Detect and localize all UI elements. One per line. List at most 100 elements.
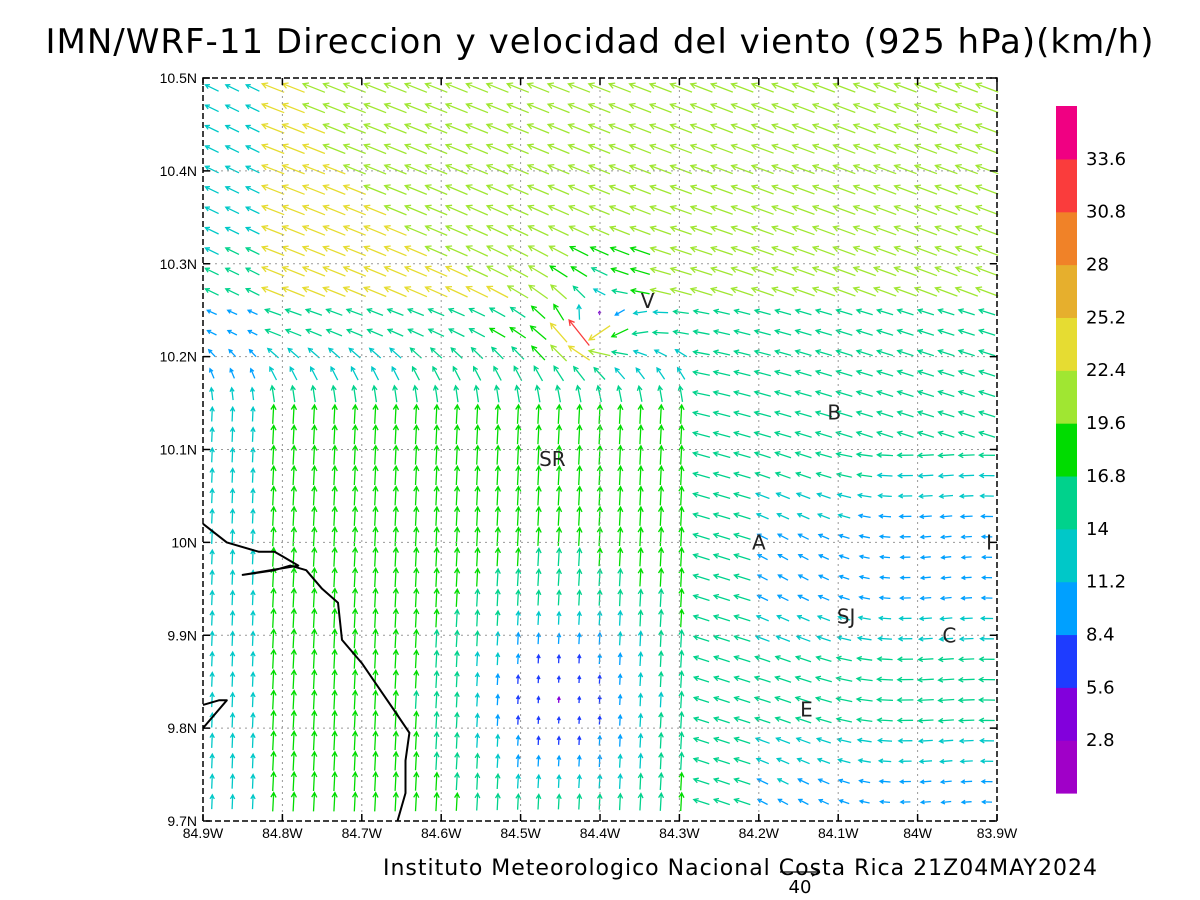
wind-arrow <box>515 588 522 606</box>
wind-arrow <box>632 349 648 357</box>
wind-arrow <box>290 689 297 710</box>
wind-arrow <box>836 492 852 499</box>
wind-arrow <box>247 329 258 336</box>
wind-arrow <box>556 715 561 724</box>
wind-arrow <box>383 184 407 196</box>
wind-arrow <box>897 636 913 642</box>
wind-arrow <box>795 634 811 642</box>
wind-arrow <box>858 799 870 804</box>
wind-arrow <box>832 286 856 297</box>
wind-arrow <box>506 285 529 299</box>
wind-arrow <box>875 308 894 316</box>
wind-arrow <box>913 204 938 216</box>
wind-arrow <box>494 485 501 506</box>
wind-arrow <box>689 286 713 296</box>
wind-arrow <box>407 328 424 337</box>
wind-arrow <box>816 512 831 520</box>
wind-arrow <box>648 143 672 154</box>
wind-arrow <box>974 286 999 297</box>
wind-arrow <box>207 348 216 358</box>
wind-arrow <box>658 608 664 627</box>
wind-arrow <box>495 753 501 768</box>
wind-arrow <box>628 205 651 215</box>
wind-arrow <box>576 444 583 465</box>
wind-arrow <box>836 737 852 744</box>
wind-arrow <box>978 349 996 357</box>
wind-arrow <box>587 325 611 341</box>
wind-arrow <box>852 123 876 134</box>
wind-arrow <box>290 791 297 812</box>
wind-arrow <box>837 615 851 621</box>
wind-arrow <box>281 204 305 216</box>
lat-tick-label: 10.2N <box>160 349 197 365</box>
wind-arrow <box>954 245 979 256</box>
wind-arrow <box>527 284 549 300</box>
wind-arrow <box>856 737 872 744</box>
wind-arrow <box>637 444 644 465</box>
wind-arrow <box>453 424 461 445</box>
wind-arrow <box>657 444 665 465</box>
wind-arrow <box>535 610 542 625</box>
wind-arrow <box>596 526 603 547</box>
wind-arrow <box>576 424 583 445</box>
wind-arrow <box>658 731 664 749</box>
wind-arrow <box>974 163 999 175</box>
wind-arrow <box>433 649 440 668</box>
wind-arrow <box>692 349 710 356</box>
wind-arrow <box>485 102 509 114</box>
wind-arrow <box>433 751 440 770</box>
wind-arrow <box>852 184 876 195</box>
wind-arrow <box>855 451 873 458</box>
wind-arrow <box>362 286 387 298</box>
wind-arrow <box>596 546 603 567</box>
wind-arrow <box>940 799 952 805</box>
wind-arrow <box>669 266 692 276</box>
wind-arrow <box>250 487 256 504</box>
wind-arrow <box>974 184 999 195</box>
wind-arrow <box>546 143 570 155</box>
wind-arrow <box>392 689 399 710</box>
wind-arrow <box>852 266 877 277</box>
wind-arrow <box>527 225 549 237</box>
wind-arrow <box>689 205 713 215</box>
wind-arrow <box>229 732 236 748</box>
wind-arrow <box>678 444 685 465</box>
wind-arrow <box>835 675 853 682</box>
wind-arrow <box>284 308 302 316</box>
wind-arrow <box>648 102 672 114</box>
wind-arrow <box>876 452 894 458</box>
wind-arrow <box>934 245 958 256</box>
wind-arrow <box>465 163 489 175</box>
wind-arrow <box>771 266 795 277</box>
place-label-e: E <box>800 698 813 722</box>
wind-arrow <box>957 308 975 316</box>
wind-arrow <box>954 265 979 277</box>
wind-arrow <box>876 430 894 438</box>
wind-arrow <box>287 347 300 359</box>
wind-arrow <box>556 610 562 625</box>
wind-arrow <box>617 526 624 547</box>
wind-arrow <box>383 82 407 93</box>
wind-arrow <box>896 328 914 336</box>
wind-arrow <box>229 630 236 646</box>
wind-arrow <box>794 328 812 336</box>
wind-arrow <box>311 628 318 649</box>
wind-arrow <box>617 424 624 445</box>
wind-arrow <box>485 245 509 257</box>
wind-arrow <box>692 716 710 724</box>
wind-arrow <box>351 587 359 608</box>
wind-arrow <box>494 444 501 465</box>
wind-arrow <box>454 670 460 688</box>
wind-arrow <box>689 245 713 256</box>
wind-arrow <box>485 163 509 175</box>
wind-arrow <box>832 82 856 93</box>
wind-arrow <box>960 799 972 805</box>
wind-arrow <box>712 593 731 602</box>
wind-arrow <box>290 505 298 526</box>
wind-arrow <box>637 692 644 707</box>
wind-arrow <box>250 548 256 565</box>
wind-arrow <box>342 265 367 277</box>
wind-arrow <box>372 668 379 689</box>
wind-arrow <box>260 163 285 175</box>
wind-arrow <box>229 467 236 483</box>
